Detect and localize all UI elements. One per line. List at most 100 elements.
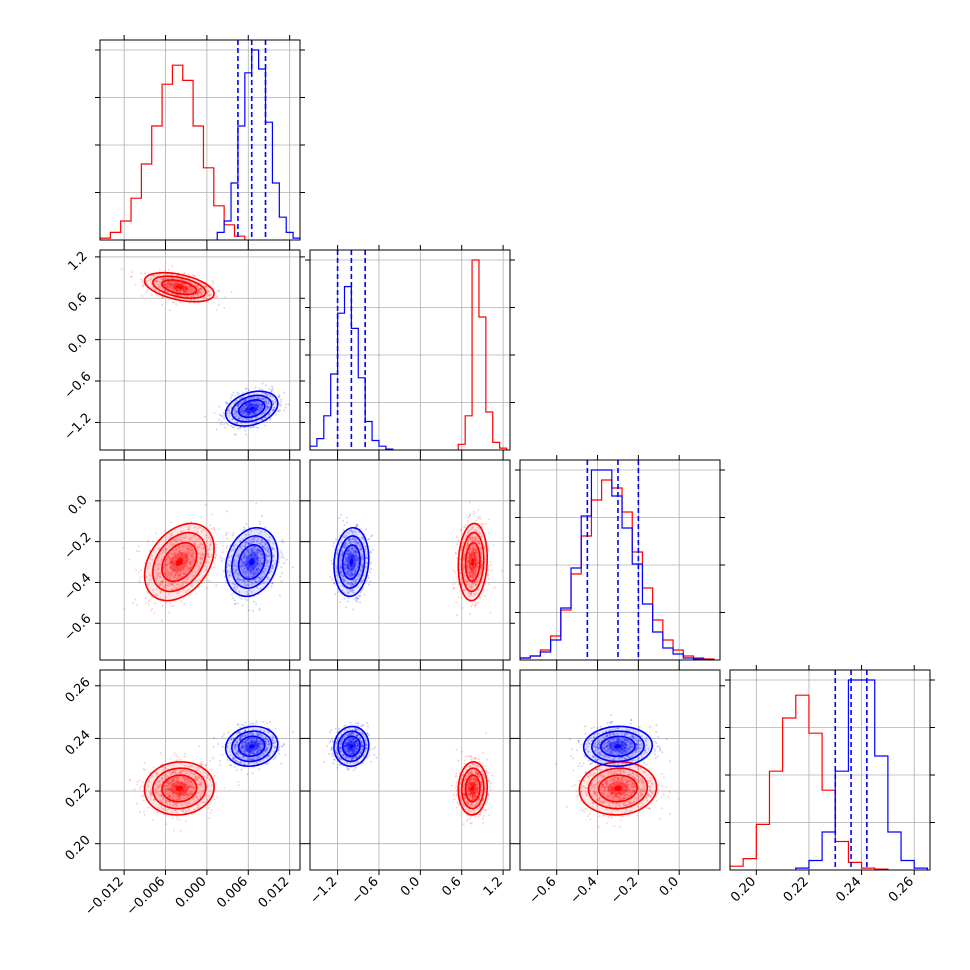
scatter-point	[139, 576, 142, 579]
scatter-point	[186, 781, 189, 784]
scatter-point	[354, 559, 357, 562]
scatter-point	[178, 537, 181, 540]
scatter-point	[259, 577, 262, 580]
scatter-point	[253, 401, 256, 404]
scatter-point	[255, 401, 258, 404]
scatter-point	[354, 552, 357, 555]
scatter-point	[259, 407, 262, 410]
scatter-point	[189, 802, 192, 805]
scatter-point	[474, 563, 477, 566]
scatter-point	[190, 555, 193, 558]
scatter-point	[468, 576, 471, 579]
scatter-point	[256, 549, 259, 552]
scatter-point	[146, 289, 149, 292]
scatter-point	[255, 548, 258, 551]
scatter-point	[256, 569, 259, 572]
scatter-point	[258, 608, 261, 611]
scatter-point	[182, 808, 185, 811]
scatter-point	[233, 408, 236, 411]
scatter-point	[143, 761, 146, 764]
scatter-point	[258, 578, 261, 581]
scatter-point	[264, 401, 267, 404]
scatter-point	[200, 288, 203, 291]
scatter-point	[185, 794, 188, 797]
scatter-point	[247, 405, 250, 408]
scatter-point	[244, 410, 247, 413]
scatter-point	[455, 557, 458, 560]
scatter-point	[225, 401, 228, 404]
scatter-point	[160, 776, 163, 779]
scatter-point	[477, 543, 480, 546]
scatter-point	[244, 404, 247, 407]
scatter-point	[339, 565, 342, 568]
scatter-point	[362, 578, 365, 581]
scatter-point	[247, 551, 250, 554]
scatter-point	[254, 573, 257, 576]
scatter-point	[355, 533, 358, 536]
scatter-point	[178, 793, 181, 796]
scatter-point	[176, 779, 179, 782]
scatter-point	[267, 405, 270, 408]
scatter-point	[247, 583, 250, 586]
scatter-point	[255, 568, 258, 571]
scatter-point	[188, 569, 191, 572]
scatter-point	[355, 551, 358, 554]
scatter-point	[233, 565, 236, 568]
scatter-point	[179, 782, 182, 785]
scatter-point	[252, 570, 255, 573]
scatter-point	[481, 563, 484, 566]
scatter-point	[173, 784, 176, 787]
scatter-point	[233, 563, 236, 566]
scatter-point	[172, 779, 175, 782]
scatter-point	[254, 557, 257, 560]
scatter-point	[180, 552, 183, 555]
scatter-point	[181, 575, 184, 578]
scatter-point	[259, 406, 262, 409]
scatter-point	[475, 565, 478, 568]
scatter-point	[188, 562, 191, 565]
scatter-point	[470, 556, 473, 559]
scatter-point	[281, 541, 284, 544]
scatter-point	[245, 414, 248, 417]
scatter-point	[367, 576, 370, 579]
scatter-point	[264, 526, 267, 529]
scatter-point	[470, 592, 473, 595]
scatter-point	[248, 410, 251, 413]
scatter-point	[338, 564, 341, 567]
scatter-point	[266, 546, 269, 549]
scatter-point	[249, 539, 252, 542]
scatter-point	[469, 513, 472, 516]
scatter-point	[249, 571, 252, 574]
scatter-point	[189, 559, 192, 562]
scatter-point	[199, 291, 202, 294]
scatter-point	[234, 543, 237, 546]
scatter-point	[479, 546, 482, 549]
scatter-point	[245, 591, 248, 594]
scatter-point	[475, 554, 478, 557]
scatter-point	[174, 809, 177, 812]
scatter-point	[468, 559, 471, 562]
scatter-point	[234, 409, 237, 412]
scatter-point	[186, 556, 189, 559]
scatter-point	[185, 561, 188, 564]
scatter-point	[186, 575, 189, 578]
scatter-point	[480, 559, 483, 562]
scatter-point	[342, 545, 345, 548]
scatter-point	[346, 564, 349, 567]
scatter-point	[462, 573, 465, 576]
scatter-point	[182, 797, 185, 800]
scatter-point	[188, 778, 191, 781]
scatter-point	[339, 563, 342, 566]
scatter-point	[159, 591, 162, 594]
scatter-point	[236, 576, 239, 579]
scatter-point	[474, 539, 477, 542]
scatter-point	[181, 572, 184, 575]
scatter-point	[249, 412, 252, 415]
scatter-point	[260, 408, 263, 411]
scatter-point	[178, 549, 181, 552]
scatter-point	[164, 800, 167, 803]
scatter-point	[242, 562, 245, 565]
scatter-point	[475, 551, 478, 554]
scatter-point	[166, 781, 169, 784]
